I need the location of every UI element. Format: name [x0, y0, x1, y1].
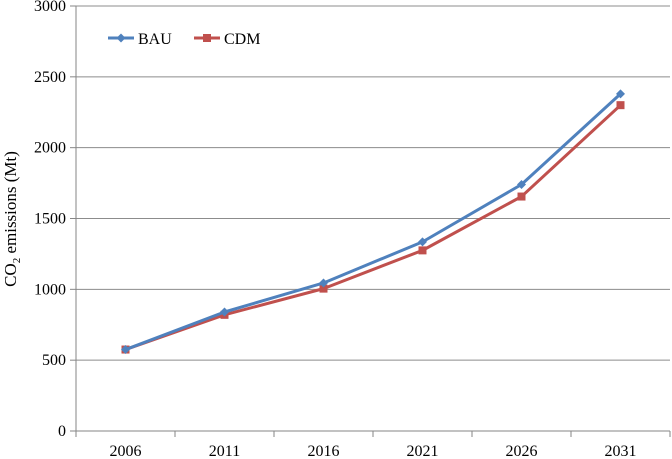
series-group: [121, 89, 625, 355]
y-tick-label: 500: [42, 352, 66, 369]
legend-marker: [116, 33, 126, 43]
series-line-bau: [124, 92, 622, 351]
data-point-cdm: [517, 192, 526, 201]
gridlines: [76, 5, 670, 361]
y-tick-label: 3000: [34, 0, 66, 15]
data-point-cdm: [319, 284, 328, 293]
x-tick-label: 2011: [209, 443, 240, 459]
series-bau: [121, 89, 625, 355]
data-point-bau: [616, 89, 625, 99]
y-tick-labels: 0 500 1000 1500 2000 2500 3000: [34, 0, 66, 440]
data-point-bau: [517, 180, 526, 189]
series-line-cdm: [125, 104, 622, 351]
data-point-bau: [121, 345, 130, 355]
x-tick-label: 2006: [110, 443, 142, 459]
legend-label: CDM: [224, 31, 260, 48]
x-tick-label: 2016: [308, 443, 340, 459]
series-cdm: [121, 101, 625, 354]
x-tick-label: 2026: [506, 443, 538, 459]
legend-item-cdm: CDM: [194, 31, 260, 48]
y-tick-label: 2000: [34, 140, 66, 157]
legend: BAU CDM: [108, 31, 260, 48]
x-tick-label: 2021: [407, 443, 439, 459]
y-axis-title: CO2 emissions (Mt): [1, 151, 23, 287]
axes: [70, 5, 671, 437]
y-tick-label: 0: [58, 423, 66, 440]
y-axis-title-subscript: 2: [11, 258, 23, 264]
y-axis-title-main: CO: [1, 263, 20, 287]
legend-label: BAU: [138, 31, 172, 48]
x-tick-labels: 2006 2011 2016 2021 2026 2031: [110, 443, 637, 459]
x-tick-label: 2031: [605, 443, 637, 459]
legend-marker: [203, 34, 211, 42]
data-point-cdm: [418, 246, 427, 255]
data-point-cdm: [616, 101, 625, 110]
data-point-bau: [418, 237, 427, 247]
data-point-bau: [220, 307, 229, 317]
y-tick-label: 1000: [34, 281, 66, 298]
legend-item-bau: BAU: [108, 31, 172, 48]
y-tick-label: 1500: [34, 211, 66, 228]
y-tick-label: 2500: [34, 69, 66, 86]
y-axis-title-rest: emissions (Mt): [1, 151, 20, 258]
data-point-bau: [319, 278, 328, 288]
